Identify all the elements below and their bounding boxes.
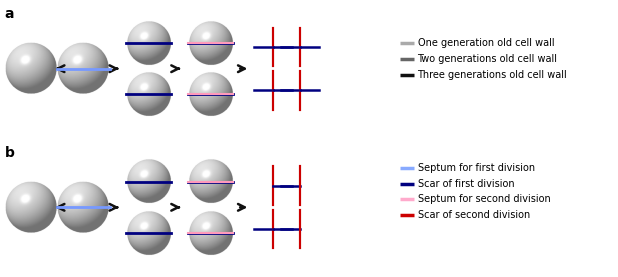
Text: One generation old cell wall: One generation old cell wall	[418, 38, 554, 48]
Text: Septum for first division: Septum for first division	[418, 163, 535, 173]
Bar	[278, 71, 300, 112]
Bar	[278, 27, 300, 69]
Bar	[252, 27, 273, 69]
Text: Septum for second division: Septum for second division	[418, 194, 550, 204]
Text: Scar of second division: Scar of second division	[418, 210, 530, 220]
Bar	[252, 209, 273, 251]
Text: a: a	[4, 7, 14, 21]
Bar	[252, 71, 273, 112]
Text: Scar of first division: Scar of first division	[418, 179, 514, 189]
Text: Two generations old cell wall: Two generations old cell wall	[418, 54, 557, 64]
Bar	[273, 71, 295, 112]
Bar	[273, 27, 295, 69]
Bar	[278, 166, 300, 207]
Bar	[252, 166, 273, 207]
Bar	[300, 166, 322, 207]
Text: b: b	[4, 146, 14, 160]
Bar	[278, 209, 300, 251]
Bar	[273, 166, 295, 207]
Bar	[300, 27, 322, 69]
Bar	[300, 71, 322, 112]
Text: Three generations old cell wall: Three generations old cell wall	[418, 70, 567, 80]
Bar	[273, 209, 295, 251]
Bar	[300, 209, 322, 251]
